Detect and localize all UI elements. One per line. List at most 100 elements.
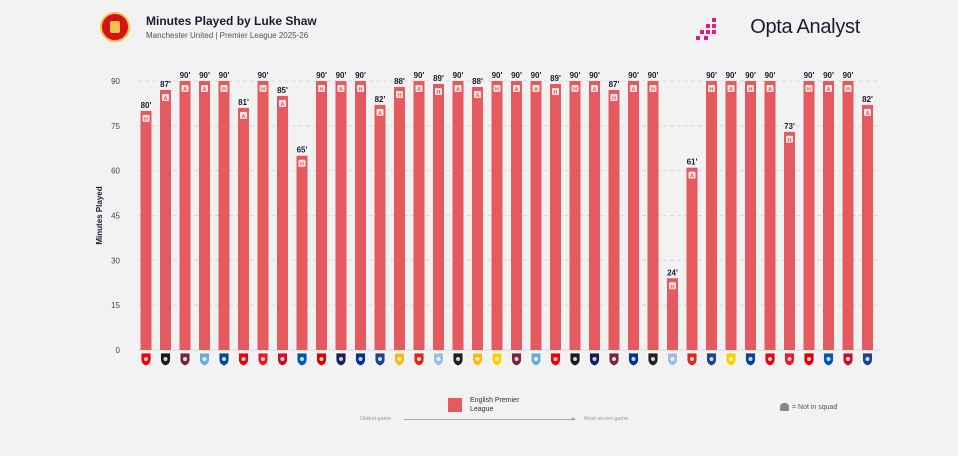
data-label: 90' (804, 71, 815, 80)
venue-badge (825, 85, 832, 92)
venue-badge (142, 114, 150, 122)
crystal-palace-icon (374, 352, 386, 367)
bournemouth-icon (686, 352, 698, 367)
bar (686, 167, 698, 350)
bar (238, 107, 249, 351)
data-label: 24' (667, 268, 678, 277)
bar (511, 81, 522, 350)
venue-badge (727, 85, 735, 92)
chelsea-icon (745, 352, 756, 367)
venue-badge (279, 99, 286, 107)
data-label: 90' (492, 71, 503, 80)
venue-label: H (612, 96, 616, 102)
everton-icon (355, 352, 366, 367)
y-tick-label: 60 (111, 167, 120, 176)
opta-logo-icon (696, 18, 720, 42)
person-icon (780, 403, 789, 411)
y-tick-label: 75 (111, 122, 120, 131)
venue-label: H (398, 93, 402, 99)
data-label: 87' (160, 80, 171, 89)
venue-badge (220, 85, 228, 92)
venue-label: H (710, 87, 714, 93)
venue-label: A (203, 87, 207, 93)
newcastle-icon (647, 352, 659, 367)
venue-badge (766, 85, 774, 92)
bar (472, 86, 483, 350)
bar (745, 81, 756, 350)
data-label: 90' (219, 71, 230, 80)
venue-badge (493, 85, 501, 92)
data-label: 61' (687, 158, 698, 167)
venue-label: H (261, 87, 265, 93)
venue-label: A (827, 87, 831, 93)
crystal-palace-icon (862, 352, 873, 367)
venue-label: A (515, 87, 519, 93)
arrow-right-icon (404, 417, 576, 421)
data-label: 82' (375, 95, 386, 104)
bar (764, 81, 776, 350)
venue-label: H (495, 87, 499, 93)
liverpool-icon (277, 352, 288, 367)
venue-label: A (183, 87, 187, 93)
bar (374, 104, 386, 351)
chart-subtitle: Manchester United | Premier League 2025-… (146, 31, 309, 40)
bar (413, 81, 425, 350)
data-label: 88' (394, 77, 405, 86)
bar (628, 81, 639, 350)
bar (394, 86, 405, 350)
venue-label: A (456, 87, 460, 93)
venue-badge (571, 85, 579, 92)
data-label: 73' (784, 122, 795, 131)
bar (784, 131, 795, 350)
venue-label: A (476, 93, 480, 99)
data-label: 90' (706, 71, 717, 80)
everton-icon (628, 352, 639, 367)
minutes-bar-chart: 0 15 30 45 60 75 90 H 80' A 87' A 90' A 90' H 90' A 81' H 9… (95, 71, 880, 367)
venue-label: A (534, 87, 538, 93)
chart-title: Minutes Played by Luke Shaw (146, 14, 317, 28)
legend-swatch (448, 398, 462, 412)
venue-badge (181, 85, 189, 92)
bar (140, 110, 152, 350)
data-label: 90' (726, 71, 737, 80)
venue-badge (844, 85, 852, 92)
venue-badge (318, 85, 325, 92)
bar (452, 81, 464, 350)
bar (530, 81, 542, 350)
burnley-icon (179, 352, 191, 367)
data-label: 90' (531, 71, 542, 80)
bar (706, 81, 717, 350)
data-label: 88' (472, 77, 483, 86)
chart-header: Minutes Played by Luke Shaw Manchester U… (100, 12, 940, 52)
bar (199, 81, 210, 350)
bar (608, 89, 620, 350)
venue-badge (591, 85, 598, 92)
bar (433, 83, 444, 350)
venue-badge (864, 108, 871, 116)
wolves-icon (394, 352, 405, 367)
venue-label: H (437, 90, 441, 96)
west-ham-icon (608, 352, 620, 367)
venue-label: H (144, 117, 148, 123)
data-label: 65' (297, 146, 308, 155)
data-label: 90' (823, 71, 834, 80)
arsenal-icon (140, 352, 152, 367)
burnley-icon (511, 352, 522, 367)
venue-badge (669, 282, 676, 290)
bar (569, 81, 581, 350)
data-label: 90' (589, 71, 600, 80)
venue-badge (805, 85, 813, 92)
venue-badge (240, 111, 247, 119)
data-label: 81' (238, 98, 249, 107)
venue-label: A (729, 87, 733, 93)
venue-badge (552, 87, 559, 95)
venue-label: A (339, 87, 343, 93)
venue-label: H (359, 87, 363, 93)
venue-badge (649, 85, 657, 92)
venue-label: H (554, 90, 558, 96)
data-label: 80' (141, 101, 152, 110)
y-tick-label: 0 (116, 346, 121, 355)
data-label: 90' (511, 71, 522, 80)
brentford-icon (764, 352, 776, 367)
venue-label: H (300, 162, 304, 168)
